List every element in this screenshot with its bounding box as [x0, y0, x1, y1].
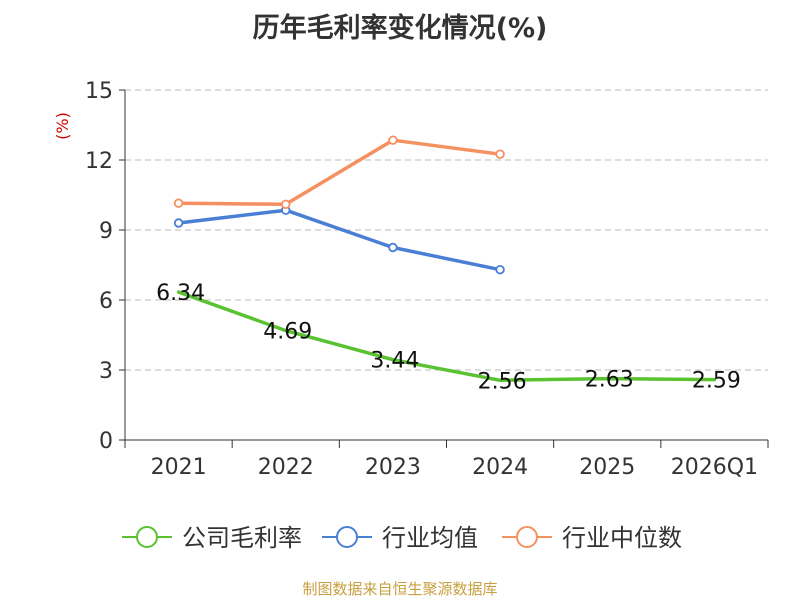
- axes: 0 3 6 9 12 15 2021 2022 2023 2024 2025 2026Q1: [85, 79, 769, 480]
- data-point: [495, 149, 505, 159]
- chart-title: 历年毛利率变化情况(%): [252, 13, 548, 44]
- series-line-2: [176, 138, 502, 207]
- data-label: 2.59: [692, 369, 741, 394]
- y-tick-label: 12: [85, 149, 113, 174]
- data-point: [281, 199, 291, 210]
- legend-item-1[interactable]: 行业均值: [322, 524, 478, 552]
- legend-marker-icon: [136, 526, 158, 548]
- legend[interactable]: 公司毛利率 行业均值 行业中位数: [122, 524, 682, 552]
- data-label: 4.69: [263, 320, 312, 345]
- data-point: [173, 198, 184, 208]
- data-point: [173, 218, 184, 228]
- legend-label: 行业中位数: [562, 524, 682, 552]
- legend-label: 行业均值: [382, 524, 478, 552]
- data-point: [388, 135, 398, 145]
- grid-lines: [125, 89, 768, 371]
- legend-item-2[interactable]: 行业中位数: [502, 524, 682, 552]
- data-label: 3.44: [370, 349, 419, 374]
- x-tick-label: 2022: [258, 455, 314, 480]
- y-tick-label: 6: [99, 289, 113, 314]
- data-label: 2.63: [585, 368, 634, 393]
- legend-marker-icon: [516, 526, 538, 548]
- data-label: 6.34: [156, 281, 205, 306]
- y-tick-label: 3: [99, 359, 113, 384]
- y-tick-label: 15: [85, 79, 113, 104]
- x-tick-label: 2026Q1: [671, 455, 758, 480]
- data-labels: 6.34 4.69 3.44 2.56 2.63 2.59: [156, 281, 741, 394]
- y-tick-label: 0: [99, 429, 113, 454]
- legend-label: 公司毛利率: [182, 524, 302, 552]
- series-line-0: [176, 290, 717, 383]
- data-point: [388, 242, 398, 253]
- legend-marker-icon: [336, 526, 358, 548]
- x-tick-label: 2025: [579, 455, 635, 480]
- source-note: 制图数据来自恒生聚源数据库: [302, 580, 498, 598]
- data-label: 2.56: [478, 369, 527, 394]
- x-tick-label: 2023: [365, 455, 421, 480]
- x-tick-label: 2021: [151, 455, 207, 480]
- x-tick-label: 2024: [472, 455, 528, 480]
- series-line-1: [176, 208, 502, 272]
- data-point: [495, 264, 505, 275]
- y-axis-label: (%): [53, 112, 72, 140]
- y-tick-label: 9: [99, 219, 113, 244]
- series-lines: [173, 135, 717, 383]
- legend-item-0[interactable]: 公司毛利率: [122, 524, 302, 552]
